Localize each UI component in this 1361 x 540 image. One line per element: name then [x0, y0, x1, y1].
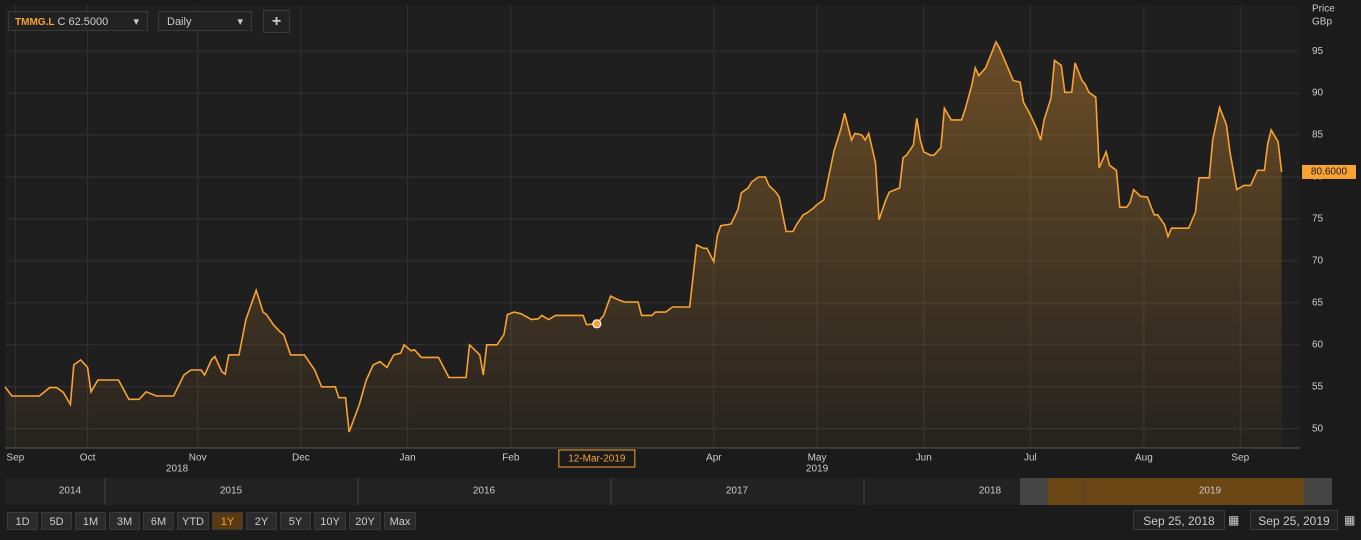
- x-tick-label: Aug: [1135, 453, 1153, 464]
- navigator-year: 2017: [726, 486, 749, 497]
- navigator-year: 2016: [473, 486, 496, 497]
- navigator-year: 2015: [220, 486, 243, 497]
- interval-select[interactable]: Daily ▾: [158, 11, 252, 31]
- y-tick-label: 65: [1312, 297, 1324, 308]
- calendar-icon[interactable]: ▦: [1228, 513, 1240, 527]
- price-line: [4, 40, 1283, 433]
- navigator-selection[interactable]: [1020, 478, 1330, 505]
- navigator-handle[interactable]: [1304, 478, 1332, 505]
- price-tag: C: [57, 16, 66, 28]
- add-button[interactable]: +: [263, 10, 290, 33]
- range-button[interactable]: 20Y: [349, 512, 381, 530]
- ticker-select[interactable]: TMMG.L C 62.5000 ▾: [8, 11, 148, 31]
- range-button[interactable]: 10Y: [314, 512, 346, 530]
- x-tick-label: Oct: [80, 453, 96, 464]
- last-value-box: [1302, 164, 1356, 179]
- date-from[interactable]: Sep 25, 2018: [1133, 510, 1225, 530]
- range-button[interactable]: 1Y: [212, 512, 243, 530]
- price: 62.5000: [68, 16, 109, 28]
- x-tick-label: Jun: [916, 453, 932, 464]
- range-button[interactable]: 6M: [143, 512, 174, 530]
- x-tick-label: Dec: [292, 453, 310, 464]
- y-tick-label: 50: [1312, 423, 1324, 434]
- range-button[interactable]: 5D: [41, 512, 72, 530]
- y-tick-label: 60: [1312, 339, 1324, 350]
- navigator-handle[interactable]: [1020, 478, 1048, 505]
- y-tick-label: 75: [1312, 214, 1324, 225]
- cursor-date: 12-Mar-2019: [568, 454, 626, 465]
- navigator-year: 2018: [979, 486, 1002, 497]
- y-tick-label: 90: [1312, 88, 1324, 99]
- x-tick-label: Nov: [189, 453, 207, 464]
- y-axis-label: Price: [1312, 4, 1335, 15]
- cursor-point: [592, 319, 602, 329]
- range-button[interactable]: YTD: [177, 512, 209, 530]
- x-tick-label: Sep: [6, 453, 24, 464]
- date-to[interactable]: Sep 25, 2019: [1250, 510, 1338, 530]
- y-tick-label: 85: [1312, 130, 1324, 141]
- y-tick-label: 55: [1312, 381, 1324, 392]
- range-button[interactable]: 2Y: [246, 512, 277, 530]
- last-value-label: 80.6000: [1311, 167, 1348, 178]
- y-tick-label: 70: [1312, 256, 1324, 267]
- y-tick-label: 95: [1312, 46, 1324, 57]
- y-axis-unit: GBp: [1312, 17, 1332, 28]
- interval: Daily: [167, 16, 192, 28]
- range-button[interactable]: 1D: [7, 512, 38, 530]
- x-tick-label: Feb: [502, 453, 520, 464]
- x-tick-label: Jul: [1024, 453, 1037, 464]
- area: [5, 41, 1282, 449]
- x-year-label: 2019: [806, 464, 829, 475]
- x-year-label: 2018: [166, 464, 189, 475]
- range-button[interactable]: 3M: [109, 512, 140, 530]
- x-tick-label: Apr: [706, 453, 722, 464]
- range-button[interactable]: 5Y: [280, 512, 311, 530]
- range-button[interactable]: 1M: [75, 512, 106, 530]
- cursor-date-box: [558, 449, 636, 468]
- x-tick-label: Jan: [400, 453, 416, 464]
- navigator-year: 2019: [1199, 486, 1222, 497]
- x-tick-label: Sep: [1231, 453, 1249, 464]
- ticker: TMMG.L: [15, 17, 55, 28]
- navigator-year: 2014: [59, 486, 82, 497]
- x-tick-label: May: [808, 453, 827, 464]
- calendar-icon[interactable]: ▦: [1344, 513, 1356, 527]
- range-button[interactable]: Max: [384, 512, 416, 530]
